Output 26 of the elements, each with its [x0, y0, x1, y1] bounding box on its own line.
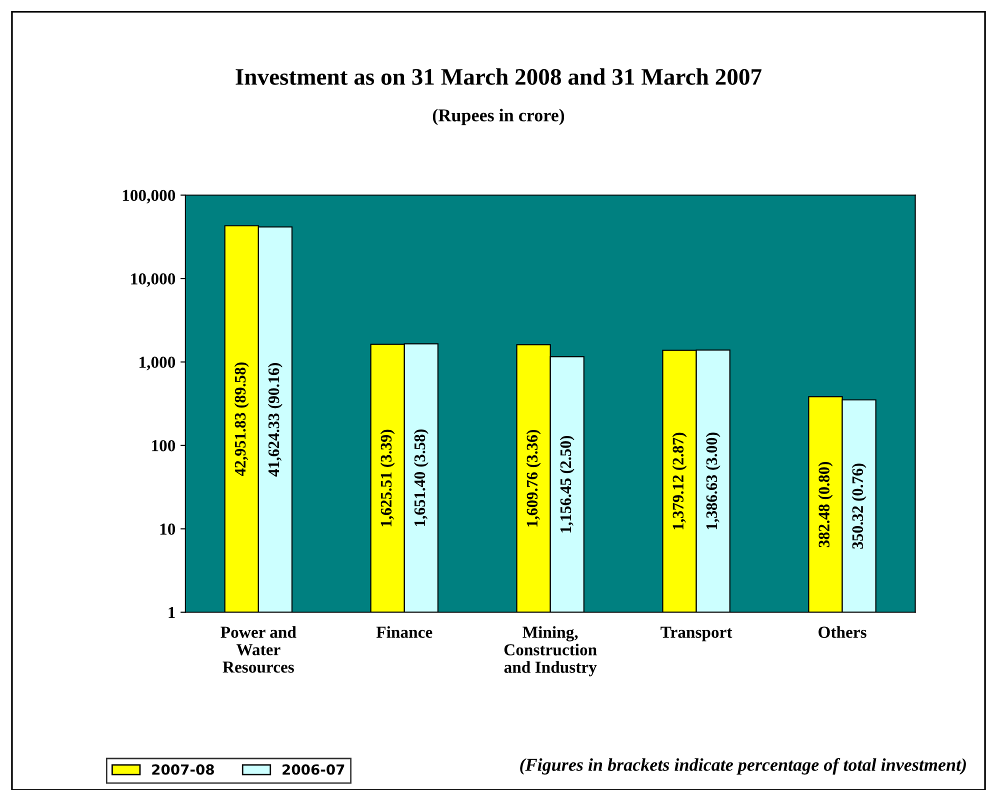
y-tick-label: 10,000: [131, 273, 176, 287]
chart-subtitle: (Rupees in crore): [432, 108, 564, 126]
data-label: 1,156.45 (2.50): [560, 436, 574, 532]
data-label: 382.48 (0.80): [818, 462, 833, 548]
x-tick-label: Mining, Construction and Industry: [504, 626, 597, 676]
data-label: 42,951.83 (89.58): [234, 362, 249, 476]
x-tick-label: Transport: [660, 626, 732, 642]
y-tick-label: 1,000: [140, 356, 176, 370]
y-tick-label: 100,000: [122, 190, 176, 204]
legend-label: 2007-08: [152, 764, 214, 775]
data-label: 1,625.51 (3.39): [380, 430, 395, 526]
legend-label: 2006-07: [282, 764, 344, 775]
y-tick-label: 100: [152, 440, 176, 452]
data-label: 41,624.33 (90.16): [268, 363, 282, 477]
y-tick-label: 1: [168, 607, 175, 618]
data-label: 1,379.12 (2.87): [672, 432, 687, 530]
x-tick-label: Power and Water Resources: [220, 626, 296, 673]
y-tick-label: 10: [160, 524, 176, 535]
data-label: 350.32 (0.76): [852, 464, 866, 549]
data-label: 1,386.63 (3.00): [706, 432, 720, 530]
data-label: 1,651.40 (3.58): [414, 429, 428, 526]
chart-title: Investment as on 31 March 2008 and 31 March 2007: [236, 68, 762, 85]
x-tick-label: Others: [818, 626, 866, 638]
data-label: 1,609.76 (3.36): [526, 430, 541, 526]
x-tick-label: Finance: [376, 626, 432, 638]
text: (Figures in brackets indicate percentage of total investment): [520, 758, 966, 775]
